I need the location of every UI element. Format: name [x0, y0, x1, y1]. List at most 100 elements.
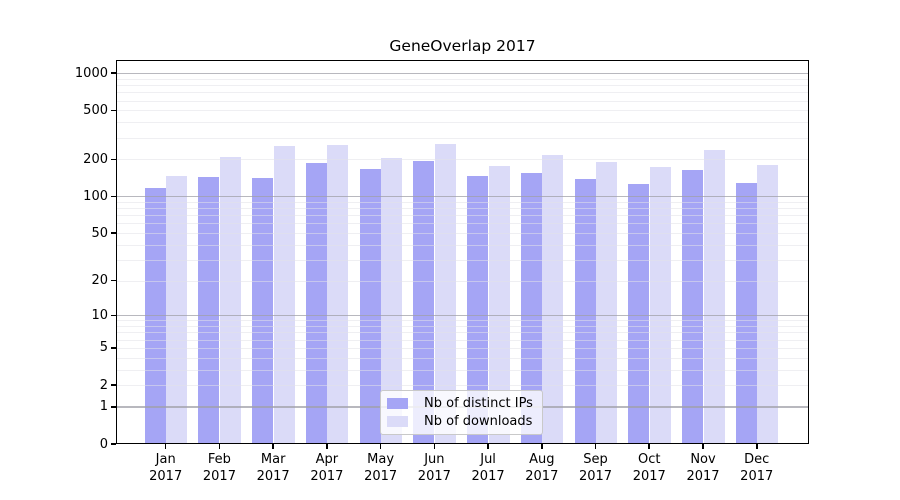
gridline-minor [116, 110, 809, 112]
bar-downloads [596, 162, 618, 444]
bar-distinct-ips [359, 169, 381, 444]
gridline-minor [116, 78, 809, 80]
x-tick-label: Jul 2017 [460, 452, 516, 485]
x-tick-month: Jul [480, 452, 496, 467]
gridline-minor [116, 137, 809, 139]
gridline-minor [116, 201, 809, 203]
bar-distinct-ips [520, 172, 542, 444]
y-tick-mark [110, 109, 116, 112]
y-tick-label: 50 [91, 225, 108, 241]
x-tick-month: Apr [315, 452, 339, 467]
bar-downloads [434, 144, 456, 444]
bar-downloads [219, 156, 241, 444]
legend: Nb of distinct IPs Nb of downloads [380, 390, 543, 435]
y-tick-label: 1000 [74, 65, 108, 81]
x-tick-year: 2017 [686, 468, 720, 484]
x-tick-label: Mar 2017 [245, 452, 301, 485]
y-tick-label: 100 [83, 188, 108, 204]
x-tick-month: May [367, 452, 395, 467]
x-tick-label: Jun 2017 [406, 452, 462, 485]
gridline-minor [116, 215, 809, 217]
x-tick-mark [648, 444, 651, 449]
gridline-minor [116, 385, 809, 387]
x-tick-mark [326, 444, 328, 449]
bar-downloads [273, 146, 295, 444]
legend-label-downloads: Nb of downloads [424, 414, 533, 429]
x-tick-month: Oct [638, 452, 661, 467]
y-tick-label: 20 [91, 273, 108, 289]
y-tick-label: 200 [83, 151, 108, 167]
x-tick-month: Aug [529, 452, 555, 467]
y-tick-label: 500 [83, 102, 108, 118]
x-tick-month: Sep [583, 452, 608, 467]
legend-swatch-downloads [387, 416, 408, 427]
bar-downloads [381, 157, 403, 444]
gridline-minor [116, 369, 809, 371]
legend-label-distinct-ips: Nb of distinct IPs [424, 396, 533, 411]
y-tick-mark [110, 347, 116, 349]
x-tick-mark [218, 444, 221, 449]
x-tick-year: 2017 [740, 468, 774, 484]
gridline-minor [116, 259, 809, 261]
x-tick-month: Feb [207, 452, 231, 467]
gridline-minor [116, 339, 809, 341]
y-tick-mark [110, 406, 116, 408]
gridline-major [116, 314, 809, 317]
x-tick-mark [379, 444, 382, 449]
gridline-minor [116, 320, 809, 322]
chart-title: GeneOverlap 2017 [389, 37, 536, 55]
y-tick-mark [110, 384, 116, 386]
x-tick-label: Nov 2017 [675, 452, 731, 485]
x-tick-year: 2017 [471, 468, 505, 484]
gridline-minor [116, 233, 809, 235]
x-tick-year: 2017 [310, 468, 344, 484]
x-tick-label: Dec 2017 [729, 452, 785, 485]
x-tick-mark [164, 444, 167, 449]
bar-distinct-ips [735, 182, 757, 444]
x-tick-month: Jan [155, 452, 176, 467]
x-tick-year: 2017 [149, 468, 183, 484]
gridline-minor [116, 357, 809, 359]
gridline-minor [116, 208, 809, 210]
x-tick-mark [487, 444, 489, 449]
gridline-minor [116, 326, 809, 328]
gridline-minor [116, 280, 809, 282]
x-tick-label: Jan 2017 [138, 452, 194, 485]
x-tick-year: 2017 [417, 468, 451, 484]
bar-downloads [757, 165, 779, 444]
bar-downloads [649, 166, 671, 444]
y-tick-label: 10 [91, 307, 108, 323]
legend-row-downloads: Nb of downloads [387, 414, 536, 429]
bar-distinct-ips [198, 177, 220, 444]
x-tick-year: 2017 [578, 468, 613, 484]
gridline-minor [116, 100, 809, 102]
gridline-minor [116, 223, 809, 225]
y-tick-label: 2 [99, 377, 108, 393]
gridline-major [116, 72, 809, 75]
bar-downloads [542, 154, 564, 444]
y-tick-mark [110, 443, 116, 445]
x-tick-label: Sep 2017 [568, 452, 624, 485]
x-tick-year: 2017 [525, 468, 559, 484]
y-tick-mark [110, 72, 116, 75]
x-tick-mark [702, 444, 704, 449]
gridline-minor [116, 347, 809, 349]
legend-row-distinct-ips: Nb of distinct IPs [387, 396, 536, 411]
x-tick-month: Nov [690, 452, 716, 467]
bar-distinct-ips [467, 176, 489, 444]
x-tick-year: 2017 [202, 468, 236, 484]
y-tick-mark [110, 314, 116, 317]
x-tick-mark [433, 444, 436, 449]
y-tick-mark [110, 158, 116, 161]
y-tick-mark [110, 279, 116, 282]
y-tick-mark [110, 232, 116, 234]
gridline-major [116, 195, 809, 198]
y-tick-label: 5 [99, 340, 108, 356]
gridline-minor [116, 92, 809, 94]
y-tick-label: 1 [99, 399, 108, 415]
x-tick-month: Jun [424, 452, 445, 467]
